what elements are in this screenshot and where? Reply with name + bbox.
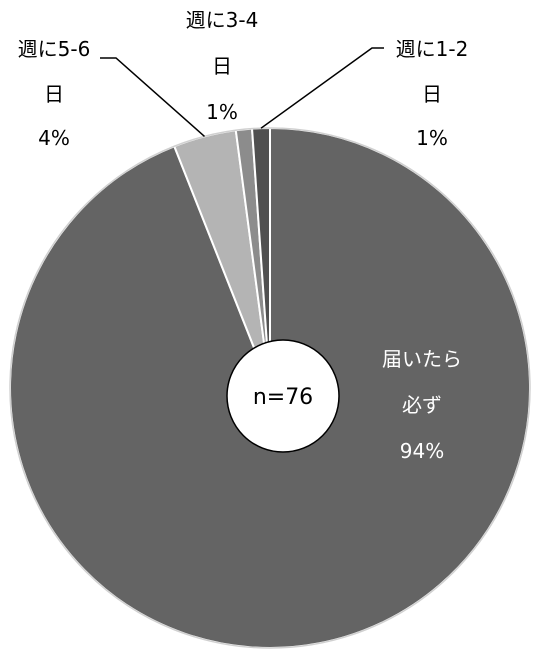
slice-label-0: 届いたら 必ず 94% <box>382 347 462 463</box>
leader-lines <box>100 47 384 137</box>
center-circle <box>226 339 340 453</box>
slice-label-1-percent: 4% <box>38 126 70 150</box>
pie-outline <box>9 127 531 649</box>
slice-label-0-line-1: 届いたら <box>382 347 462 371</box>
slice-label-1-line-2: 日 <box>44 82 64 106</box>
sample-size-label: n=76 <box>253 385 313 410</box>
slice-label-0-percent: 94% <box>400 439 444 463</box>
leader-line-1 <box>100 57 205 137</box>
slice-label-2-line-1: 週に3-4 <box>186 8 259 32</box>
slice-label-3: 週に1-2 日 1% <box>396 37 469 150</box>
slice-label-2-percent: 1% <box>206 100 238 124</box>
slice-label-2-line-2: 日 <box>212 54 232 78</box>
slice-label-3-line-1: 週に1-2 <box>396 37 469 61</box>
slice-label-1: 週に5-6 日 4% <box>18 37 91 150</box>
slice-label-3-line-2: 日 <box>422 82 442 106</box>
slice-label-3-percent: 1% <box>416 126 448 150</box>
slice-label-0-line-2: 必ず <box>402 393 442 417</box>
slice-label-2: 週に3-4 日 1% <box>186 8 259 124</box>
slice-label-1-line-1: 週に5-6 <box>18 37 91 61</box>
leader-line-3 <box>260 47 384 129</box>
